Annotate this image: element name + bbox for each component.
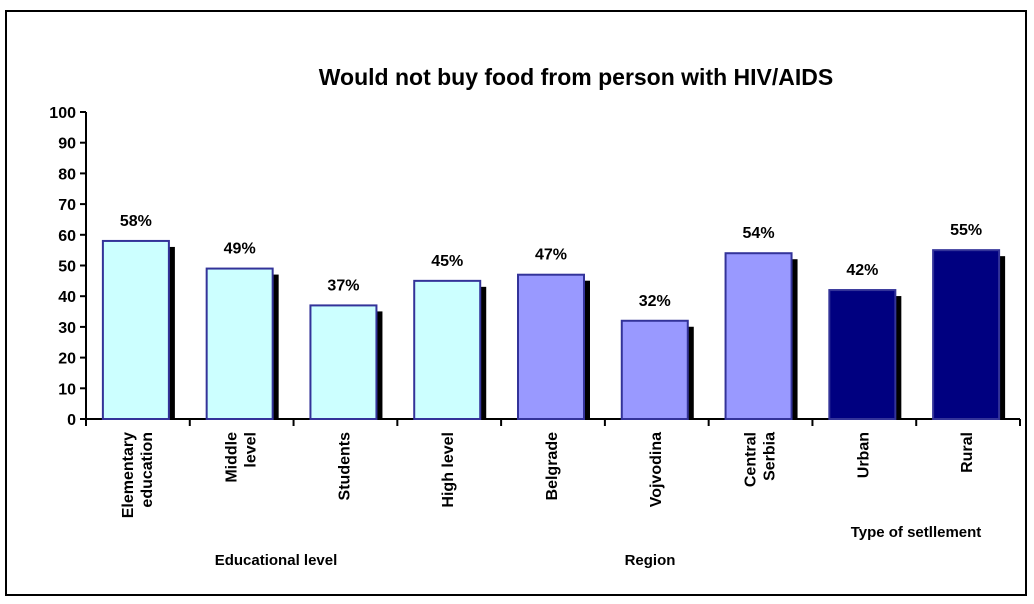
bar: [620, 319, 689, 421]
y-tick-label: 90: [58, 136, 76, 153]
data-label: 54%: [743, 225, 775, 242]
bar: [309, 304, 378, 420]
category-label: Urban: [855, 432, 872, 478]
category-label: Middle: [224, 432, 241, 483]
y-tick-label: 80: [58, 166, 76, 183]
data-label: 58%: [120, 213, 152, 230]
category-label: Central: [743, 432, 760, 487]
category-label: Serbia: [762, 432, 779, 481]
category-label: High level: [440, 432, 457, 508]
data-label: 55%: [950, 222, 982, 239]
y-tick-label: 40: [58, 289, 76, 306]
data-label: 37%: [327, 277, 359, 294]
y-tick-label: 50: [58, 259, 76, 276]
data-label: 42%: [846, 262, 878, 279]
data-label: 47%: [535, 247, 567, 264]
category-label: education: [139, 432, 156, 508]
bar: [828, 289, 897, 420]
category-label: Vojvodina: [648, 432, 665, 507]
bar: [101, 239, 170, 420]
category-label: level: [243, 432, 260, 468]
y-tick-label: 0: [67, 412, 76, 429]
data-label: 32%: [639, 293, 671, 310]
y-tick-label: 20: [58, 351, 76, 368]
group-label: Educational level: [215, 552, 338, 569]
category-label: Belgrade: [544, 432, 561, 501]
group-label: Region: [625, 552, 676, 569]
category-label: Rural: [959, 432, 976, 473]
bar: [517, 273, 585, 420]
data-label: 45%: [431, 253, 463, 270]
y-tick-label: 100: [49, 105, 76, 122]
category-labels: Elementary education Middle level Students Hi…: [120, 432, 976, 518]
chart-title: Would not buy food from person with HIV/…: [319, 64, 833, 90]
y-tick-label: 10: [58, 381, 76, 398]
data-label: 49%: [224, 241, 256, 258]
category-label: Students: [336, 432, 353, 501]
bar: [724, 252, 793, 420]
y-tick-label: 70: [58, 197, 76, 214]
y-tick-label: 30: [58, 320, 76, 337]
bar: [413, 279, 482, 420]
bar: [205, 267, 274, 420]
category-label: Elementary: [120, 432, 137, 518]
y-tick-label: 60: [58, 228, 76, 245]
y-axis: 0 10 20 30 40 50 60 70 80 90 100: [49, 105, 87, 429]
group-label: Type of setllement: [851, 524, 982, 541]
bar: [932, 249, 1001, 420]
x-axis: [85, 418, 1021, 426]
data-labels: 58% 49% 37% 45% 47% 32% 54% 42% 55%: [120, 213, 982, 310]
bars: [101, 239, 1006, 421]
group-labels: Educational level Region Type of setllemen…: [215, 524, 982, 569]
